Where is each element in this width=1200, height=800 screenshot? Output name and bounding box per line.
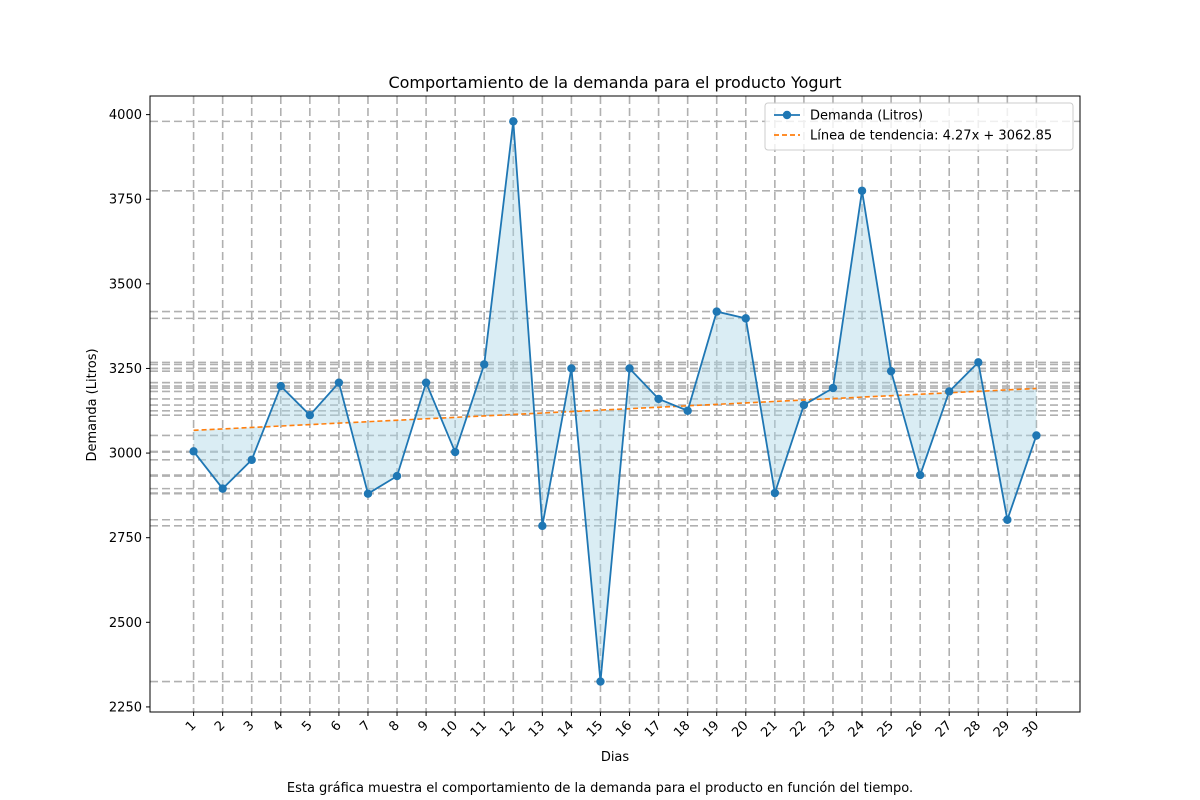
demand-point [450,447,460,457]
legend-demand-marker [782,110,792,120]
y-tick-label: 2750 [109,531,142,546]
x-tick-label: 18 [671,718,693,740]
demand-point [305,410,315,420]
legend-trend-label: Línea de tendencia: 4.27x + 3062.85 [810,129,1052,144]
x-tick-label: 10 [439,718,461,740]
x-tick-label: 23 [816,718,838,740]
x-tick-label: 21 [758,718,780,740]
y-tick-label: 4000 [109,108,142,123]
demand-point [392,471,402,481]
x-tick-label: 28 [962,718,984,740]
trend-line-layer [193,387,1037,432]
demand-point [741,314,750,323]
y-axis-label: Demanda (Litros) [85,348,100,461]
x-tick-label: 2 [212,718,228,734]
x-tick-label: 4 [270,718,286,734]
x-tick-label: 5 [299,718,315,734]
demand-point [334,378,344,387]
demand-point [799,400,809,410]
demand-point [218,484,227,493]
x-tick-label: 24 [846,718,868,740]
x-tick-label: 6 [328,718,344,734]
demand-point [886,366,896,376]
legend-box [764,102,1074,151]
x-tick-label: 3 [241,718,257,734]
x-tick-label: 22 [787,718,809,740]
chart-title: Comportamiento de la demanda para el pro… [388,73,841,92]
x-tick-label: 13 [526,718,548,740]
x-tick-label: 29 [991,718,1013,740]
y-tick-label: 3000 [109,447,142,462]
legend: Demanda (Litros) Línea de tendencia: 4.2… [764,102,1074,151]
demand-point [828,383,838,393]
y-tick-label: 3250 [109,362,142,377]
trend-line [193,387,1037,432]
demand-point [974,358,983,367]
x-tick-label: 26 [904,718,926,740]
demand-point [683,406,692,415]
demand-point [654,394,663,404]
demand-point [625,364,634,373]
demand-point [596,677,605,686]
x-tick-label: 16 [613,718,635,740]
demand-point [276,381,285,391]
x-tick-label: 9 [415,718,431,734]
demand-point [770,488,780,498]
x-tick-label: 15 [584,718,606,740]
x-tick-label: 12 [497,718,519,740]
x-tick-label: 11 [468,718,490,740]
demand-point [567,364,576,373]
x-tick-label: 19 [700,718,722,740]
demand-point [1003,515,1012,524]
demand-point [363,489,373,498]
y-tick-label: 3750 [109,193,142,208]
y-tick-label: 2500 [109,616,142,631]
y-tick-label: 2250 [109,700,142,715]
demand-trend-fill [193,121,1037,682]
x-tick-label: 14 [555,718,577,740]
demand-point [247,455,256,465]
demand-point [945,387,954,396]
demand-point [189,447,198,456]
x-tick-label: 20 [729,718,751,740]
demand-trend-fill-area [193,121,1037,682]
x-tick-label: 25 [875,718,897,740]
demand-point [1032,431,1041,440]
y-tick-label: 3500 [109,277,142,292]
demand-point [857,186,867,195]
plot-area-frame [149,95,1081,713]
demand-point [915,470,925,480]
x-tick-label: 30 [1020,718,1042,740]
demand-point [712,307,721,316]
demand-line [192,121,1038,682]
demand-point [509,117,518,126]
demand-series-layer [189,117,1041,686]
x-tick-label: 8 [386,718,402,734]
x-tick-label: 17 [642,718,664,740]
legend-demand-label: Demanda (Litros) [810,109,923,124]
x-tick-label: 27 [933,718,955,740]
demand-point [421,378,431,387]
x-axis-label: Dias [601,750,630,765]
x-tick-label: 1 [183,718,199,734]
demand-point [538,521,547,531]
x-tick-label: 7 [357,718,373,734]
chart-caption: Esta gráfica muestra el comportamiento d… [286,781,914,796]
demand-point [480,360,489,369]
